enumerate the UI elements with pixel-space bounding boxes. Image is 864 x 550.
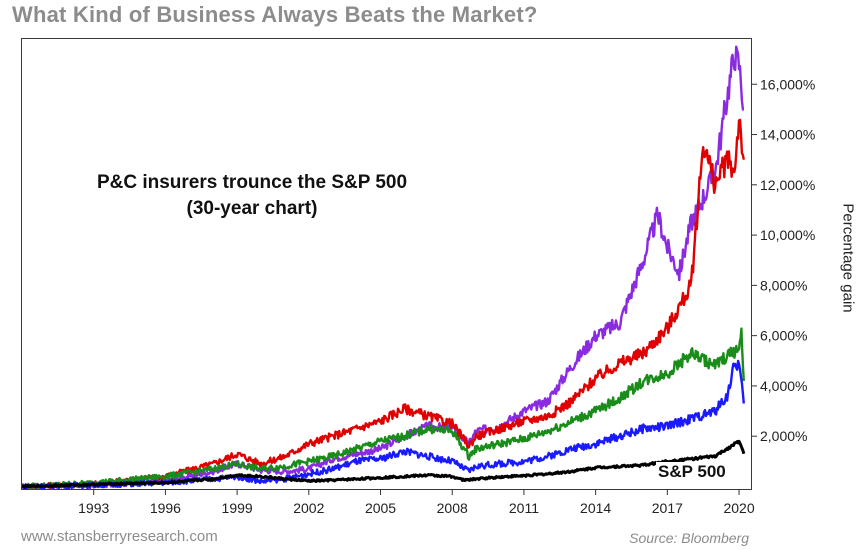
y-axis-label: Percentage gain <box>839 203 857 313</box>
y-tick-label: 14,000% <box>760 127 815 143</box>
x-tick-label: 2020 <box>723 500 754 516</box>
website-credit[interactable]: www.stansberryresearch.com <box>21 528 218 545</box>
x-tick-label: 1993 <box>78 500 109 516</box>
series-line-3 <box>21 359 745 490</box>
y-tick-label: 6,000% <box>760 328 807 344</box>
y-tick-label: 8,000% <box>760 277 807 293</box>
x-axis: 1993 1996 1999 2002 2005 2008 2011 2014 2017 2020 <box>78 489 755 516</box>
y-tick-label: 12,000% <box>760 177 815 193</box>
y-tick-label: 16,000% <box>760 76 815 92</box>
y-tick-label: 2,000% <box>760 428 807 444</box>
series-layer <box>20 45 746 490</box>
series-line-4 <box>21 439 746 489</box>
y-tick-label: 10,000% <box>760 227 815 243</box>
series-line-2 <box>20 327 745 490</box>
plot-area <box>21 38 752 490</box>
x-tick-label: 2008 <box>437 500 468 516</box>
annotation-line-2: (30-year chart) <box>186 198 318 219</box>
x-tick-label: 1999 <box>222 500 253 516</box>
x-tick-label: 2005 <box>365 500 396 516</box>
x-tick-label: 2011 <box>509 500 539 516</box>
x-tick-label: 2014 <box>580 500 611 516</box>
source-credit: Source: Bloomberg <box>629 530 749 546</box>
sp500-series-label: S&P 500 <box>656 462 728 482</box>
x-tick-label: 2002 <box>293 500 324 516</box>
x-tick-label: 2017 <box>652 500 683 516</box>
x-tick-label: 1996 <box>150 500 181 516</box>
chart-title: What Kind of Business Always Beats the M… <box>12 2 538 27</box>
y-tick-label: 4,000% <box>760 378 807 394</box>
chart-annotation: P&C insurers trounce the S&P 500 (30-yea… <box>97 170 407 222</box>
y-axis: 2,000% 4,000% 6,000% 8,000% 10,000% 12,000% 14… <box>751 76 815 444</box>
annotation-line-1: P&C insurers trounce the S&P 500 <box>96 172 408 193</box>
